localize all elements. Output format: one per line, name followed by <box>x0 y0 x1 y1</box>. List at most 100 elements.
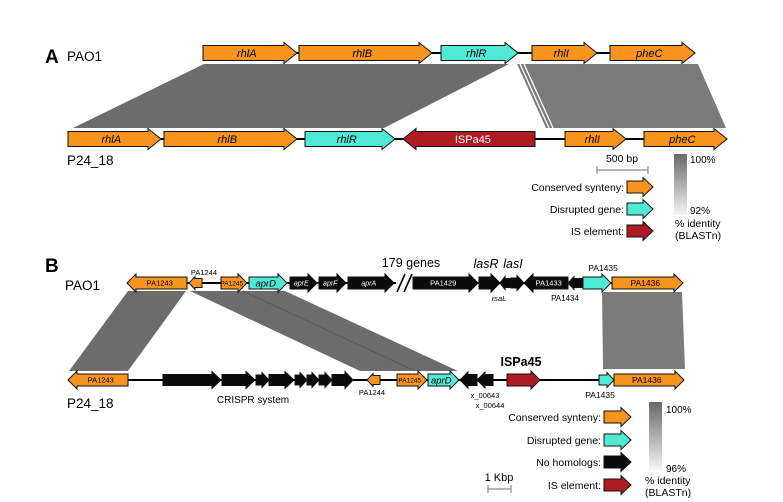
legend-label-conserved-synteny: Conserved synteny: <box>508 412 601 424</box>
gene-label-aprA: aprA <box>361 281 376 288</box>
gene-label-pheC: pheC <box>635 48 662 60</box>
gradient-caption-1: % identity <box>645 475 691 487</box>
gene-arrow-ISPa45 <box>402 127 536 151</box>
gene-label-PA1245: PA1245 <box>220 280 243 287</box>
gene-label-x00643: x_00643 <box>471 391 500 400</box>
gradient-caption-1: % identity <box>675 218 721 230</box>
synteny-block-b-right <box>602 292 685 369</box>
scalebar-label: 500 bp <box>606 153 638 165</box>
gene-arrow-aprF <box>318 272 347 294</box>
gene-label-rsaL: rsaL <box>492 294 507 303</box>
gene-arrow-rhlR <box>304 127 396 151</box>
gene-arrow-PA1434-arrow <box>567 275 584 291</box>
gene-label-rhlB: rhlB <box>352 48 372 60</box>
gene-label-aprD: aprD <box>255 278 276 289</box>
legend-label-is-element: IS element: <box>548 480 601 492</box>
block-inner-line <box>242 290 416 372</box>
gene-label-PA1429: PA1429 <box>430 279 456 288</box>
gene-arrow-PA1243 <box>126 272 188 294</box>
legend-label-is-element: IS element: <box>571 226 624 238</box>
gene-label-PA1245: PA1245 <box>398 377 421 384</box>
strain-label-p24-18: P24_18 <box>67 153 114 168</box>
gene-arrow-rsaL-arrow <box>499 275 512 291</box>
legend-label-no-homologs: No homologs: <box>536 457 601 469</box>
gene-arrow-x00644-arrow <box>476 370 494 390</box>
break-slash <box>403 273 413 293</box>
gene-arrow-aprD <box>427 369 460 391</box>
gradient-caption-2: (BLASTn) <box>675 230 721 242</box>
gene-label-PA1435-top: PA1435 <box>588 263 618 273</box>
gene-arrow-rhlA <box>202 41 298 65</box>
legend-label-disrupted-gene: Disrupted gene: <box>527 435 601 447</box>
strain-label-p24-18: P24_18 <box>67 396 114 411</box>
legend-label-disrupted-gene: Disrupted gene: <box>550 204 624 216</box>
gene-arrow-lasR-arrow <box>478 272 501 294</box>
gene-arrow-rhlI <box>531 41 598 65</box>
synteny-block-b-middle <box>190 291 458 371</box>
gradient-top-label: 100% <box>666 405 692 416</box>
gene-label-rhlA: rhlA <box>101 134 121 146</box>
gene-label-aprD: aprD <box>431 375 452 386</box>
gene-arrow-legend-b-disrupted-gene <box>603 429 632 451</box>
gene-arrow-PA1245 <box>220 272 248 294</box>
gene-arrow-x00643-arrow <box>459 370 478 390</box>
crispr-system-label: CRISPR system <box>217 395 289 406</box>
gene-label-PA1436: PA1436 <box>632 375 662 385</box>
gene-arrow-rhlA <box>67 127 162 151</box>
gene-arrow-lasI-arrow <box>510 274 525 292</box>
gene-label-rhlR: rhlR <box>337 134 357 146</box>
gene-label-PA1243: PA1243 <box>88 376 114 385</box>
gene-label-x00644: x_00644 <box>476 401 505 410</box>
block-stripe <box>523 63 554 129</box>
gene-arrow-aprA <box>347 272 395 294</box>
gene-arrow-PA1436 <box>613 369 685 391</box>
strain-label-pao1: PAO1 <box>67 49 102 64</box>
gene-arrow-ISPa45-arrow <box>506 369 541 391</box>
gene-arrow-legend-b-conserved-synteny <box>603 406 632 428</box>
block-stripe <box>519 63 550 129</box>
gene-label-rhlI: rhlI <box>585 134 600 146</box>
gene-arrow-PA1245 <box>396 369 428 391</box>
gene-arrow-legend-a-is-element <box>626 220 654 242</box>
gene-arrow-rhlB <box>163 127 298 151</box>
gene-arrow-crispr-6 <box>306 371 320 389</box>
synteny-block-b-left <box>69 291 186 371</box>
gene-label-lasR: lasR <box>473 257 498 271</box>
gene-arrow-PA1435-top-arrow <box>582 272 612 294</box>
gene-arrow-PA1244-bottom <box>366 372 381 388</box>
gene-label-PA1435-bottom: PA1435 <box>585 390 615 400</box>
break-slash <box>396 273 406 293</box>
gene-arrow-crispr-2 <box>221 370 256 390</box>
gene-arrow-crispr-4 <box>268 370 295 390</box>
panel-letter-a: A <box>45 47 59 68</box>
synteny-block-a-right <box>517 64 726 128</box>
gene-arrow-rhlI <box>564 127 627 151</box>
legend-label-conserved-synteny: Conserved synteny: <box>531 182 624 194</box>
gene-label-lasI: lasI <box>503 257 523 271</box>
panel-letter-b: B <box>45 256 59 277</box>
gene-label-PA1434: PA1434 <box>551 294 579 303</box>
gene-arrow-PA1435-bottom-arrow <box>598 371 615 389</box>
strain-label-pao1: PAO1 <box>65 278 100 293</box>
gene-arrow-pheC <box>609 41 696 65</box>
gradient-caption-2: (BLASTn) <box>645 487 691 499</box>
gene-arrow-PA1433 <box>523 272 569 294</box>
gene-arrow-PA1243 <box>67 369 129 391</box>
gene-label-aprF: aprF <box>323 281 338 288</box>
gene-label-PA1243: PA1243 <box>147 279 173 288</box>
gene-label-aprE: aprE <box>294 281 309 288</box>
gradient-bottom-label: 92% <box>690 206 710 217</box>
gene-label-pheC: pheC <box>668 134 695 146</box>
gene-label-rhlR: rhlR <box>466 48 486 60</box>
gene-label-ISPa45: ISPa45 <box>500 355 541 369</box>
gene-arrow-rhlB <box>298 41 433 65</box>
gene-label-PA1244-bottom: PA1244 <box>359 388 385 397</box>
gene-label-rhlI: rhlI <box>554 48 569 60</box>
gene-arrow-pheC <box>643 127 728 151</box>
gene-arrow-legend-a-disrupted-gene <box>626 198 654 220</box>
gene-label-PA1244-top: PA1244 <box>191 268 217 277</box>
identity-gradient-b <box>649 402 662 470</box>
gradient-bottom-label: 96% <box>666 464 686 475</box>
